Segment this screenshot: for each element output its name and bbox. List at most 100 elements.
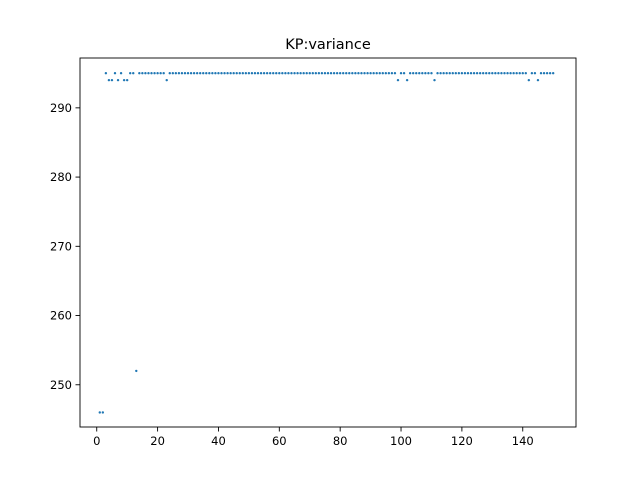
data-point bbox=[153, 72, 156, 75]
data-point bbox=[119, 72, 123, 75]
data-point bbox=[375, 72, 378, 75]
data-point bbox=[402, 72, 406, 75]
data-point bbox=[378, 72, 381, 75]
data-point bbox=[500, 72, 503, 75]
data-point bbox=[506, 72, 509, 75]
data-point bbox=[272, 72, 275, 75]
x-tick-label: 60 bbox=[272, 434, 287, 448]
data-point bbox=[463, 72, 467, 75]
data-point bbox=[189, 72, 193, 75]
data-point bbox=[424, 72, 427, 75]
data-point bbox=[515, 72, 518, 75]
data-point bbox=[369, 72, 372, 75]
x-tick-label: 80 bbox=[333, 434, 348, 448]
data-point bbox=[539, 72, 543, 75]
data-point bbox=[247, 72, 251, 75]
data-point bbox=[220, 72, 223, 75]
data-point bbox=[144, 72, 147, 75]
data-point bbox=[439, 72, 442, 75]
data-point bbox=[235, 72, 238, 75]
data-point bbox=[494, 72, 497, 75]
data-point bbox=[491, 72, 494, 75]
data-point bbox=[205, 72, 208, 75]
data-point bbox=[415, 72, 418, 75]
data-point bbox=[542, 72, 546, 75]
data-point bbox=[521, 72, 524, 75]
data-point bbox=[223, 72, 226, 75]
x-tick-label: 100 bbox=[390, 434, 412, 448]
data-point bbox=[132, 72, 135, 75]
data-point bbox=[217, 72, 220, 75]
data-point bbox=[129, 72, 132, 75]
data-point bbox=[314, 72, 318, 75]
data-point bbox=[393, 72, 397, 75]
data-point bbox=[372, 72, 375, 75]
data-point bbox=[457, 72, 461, 75]
data-point bbox=[253, 72, 257, 75]
data-point bbox=[186, 72, 190, 75]
data-point bbox=[475, 72, 479, 75]
data-point bbox=[427, 72, 430, 75]
data-point bbox=[290, 72, 293, 75]
y-tick-label: 270 bbox=[50, 239, 72, 253]
data-point bbox=[268, 72, 272, 75]
data-point bbox=[262, 72, 266, 75]
data-point bbox=[159, 72, 162, 75]
data-point bbox=[363, 72, 366, 75]
data-point bbox=[408, 72, 412, 75]
data-point bbox=[466, 72, 470, 75]
data-point bbox=[503, 72, 506, 75]
data-point bbox=[293, 72, 296, 75]
data-point bbox=[478, 72, 482, 75]
data-point bbox=[384, 72, 388, 75]
data-point bbox=[551, 72, 555, 75]
data-point bbox=[281, 72, 284, 75]
data-point bbox=[208, 72, 211, 75]
data-point bbox=[332, 72, 336, 75]
data-point bbox=[366, 72, 369, 75]
data-point bbox=[171, 72, 175, 75]
data-point bbox=[527, 78, 531, 82]
data-point bbox=[241, 72, 244, 75]
data-point bbox=[442, 72, 445, 75]
data-point bbox=[387, 72, 391, 75]
data-point bbox=[214, 72, 217, 75]
plot-frame bbox=[79, 57, 577, 428]
data-point bbox=[412, 72, 415, 75]
data-point bbox=[497, 72, 500, 75]
data-point bbox=[308, 72, 311, 75]
data-point bbox=[275, 72, 278, 75]
data-point bbox=[405, 78, 409, 82]
data-point bbox=[125, 78, 129, 82]
data-point bbox=[338, 72, 342, 75]
data-point bbox=[138, 72, 141, 75]
data-point bbox=[195, 72, 199, 75]
data-point bbox=[192, 72, 196, 75]
data-point bbox=[122, 78, 126, 82]
data-point bbox=[445, 72, 448, 75]
data-point bbox=[323, 72, 327, 75]
data-point bbox=[360, 72, 363, 75]
data-point bbox=[287, 72, 290, 75]
data-point bbox=[156, 72, 159, 75]
data-point bbox=[265, 72, 269, 75]
data-point bbox=[229, 72, 232, 75]
data-point bbox=[451, 72, 454, 75]
data-point bbox=[278, 72, 281, 75]
data-point bbox=[107, 78, 111, 82]
data-point bbox=[481, 72, 485, 75]
data-point bbox=[472, 72, 476, 75]
data-point bbox=[320, 72, 324, 75]
y-tick-label: 280 bbox=[50, 170, 72, 184]
data-point bbox=[232, 72, 235, 75]
data-point bbox=[296, 72, 299, 75]
data-point bbox=[135, 369, 138, 373]
data-point bbox=[326, 72, 330, 75]
data-point bbox=[381, 72, 384, 75]
data-point bbox=[284, 72, 287, 75]
data-point bbox=[238, 72, 241, 75]
data-point bbox=[180, 72, 184, 75]
x-tick-label: 140 bbox=[512, 434, 534, 448]
data-point bbox=[335, 72, 339, 75]
